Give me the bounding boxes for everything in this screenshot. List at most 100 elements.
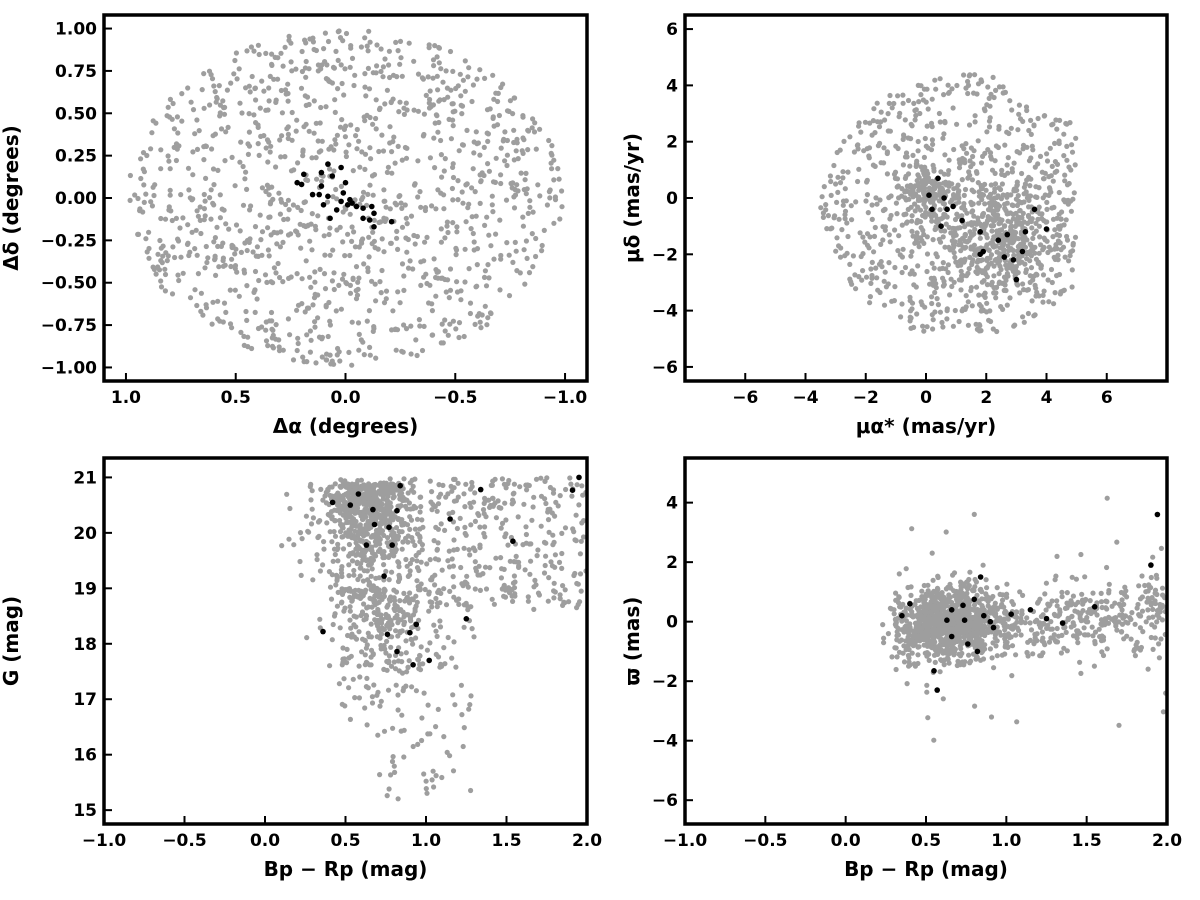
- field-star-point: [305, 528, 311, 534]
- field-star-point: [226, 226, 232, 232]
- field-star-point: [429, 507, 435, 513]
- field-star-point: [245, 151, 251, 157]
- field-star-point: [406, 658, 412, 664]
- field-star-point: [844, 220, 850, 226]
- field-star-point: [465, 74, 471, 80]
- field-star-point: [407, 526, 413, 533]
- field-star-point: [395, 48, 401, 54]
- field-star-point: [419, 715, 425, 721]
- y-tick-label: 19: [73, 579, 97, 599]
- field-star-point: [346, 349, 352, 355]
- field-star-point: [902, 195, 908, 201]
- field-star-point: [936, 181, 943, 187]
- field-star-point: [972, 226, 978, 232]
- field-star-point: [447, 588, 453, 595]
- field-star-point: [1050, 121, 1056, 127]
- field-star-point: [533, 235, 539, 242]
- field-star-point: [357, 523, 363, 529]
- field-star-point: [522, 177, 528, 183]
- field-star-point: [407, 590, 413, 596]
- field-star-point: [355, 279, 361, 285]
- field-star-point: [173, 157, 179, 164]
- field-star-point: [928, 275, 934, 281]
- member-star-point: [1001, 254, 1008, 260]
- field-star-point: [559, 188, 565, 194]
- field-star-point: [365, 65, 371, 71]
- field-star-point: [984, 129, 990, 135]
- field-star-point: [361, 352, 367, 358]
- field-star-point: [484, 322, 490, 328]
- field-star-point: [450, 318, 456, 324]
- field-star-point: [1132, 621, 1138, 627]
- field-star-point: [425, 74, 431, 80]
- field-star-point: [940, 260, 946, 266]
- field-star-point: [535, 182, 541, 188]
- field-star-point: [212, 131, 218, 137]
- member-star-point: [353, 203, 360, 210]
- field-star-point: [519, 148, 525, 154]
- field-star-point: [913, 112, 919, 119]
- field-star-point: [860, 234, 866, 240]
- field-star-point: [393, 347, 399, 353]
- field-star-point: [253, 97, 259, 103]
- x-tick-label: −4: [792, 388, 818, 408]
- field-star-point: [337, 124, 344, 130]
- field-star-point: [383, 288, 390, 294]
- field-star-point: [232, 183, 238, 189]
- field-star-point: [354, 503, 360, 509]
- field-star-point: [546, 529, 552, 535]
- field-star-point: [961, 146, 967, 152]
- field-star-point: [867, 294, 874, 300]
- field-star-point: [1026, 127, 1032, 134]
- field-star-point: [986, 200, 993, 206]
- field-star-point: [989, 167, 996, 173]
- field-star-point: [202, 198, 208, 204]
- field-star-point: [375, 490, 381, 496]
- field-star-point: [961, 201, 967, 207]
- field-star-point: [991, 94, 997, 101]
- field-star-point: [341, 676, 347, 682]
- field-star-point: [985, 84, 991, 90]
- field-star-point: [218, 126, 225, 132]
- field-star-point: [313, 360, 319, 366]
- field-star-point: [390, 725, 396, 731]
- field-star-point: [333, 186, 339, 193]
- field-star-point: [864, 242, 871, 248]
- field-star-point: [910, 152, 916, 158]
- field-star-point: [992, 257, 998, 263]
- field-star-point: [998, 632, 1004, 638]
- field-star-point: [1032, 194, 1039, 200]
- field-star-point: [1023, 269, 1029, 275]
- field-star-point: [326, 231, 332, 238]
- field-star-point: [438, 275, 444, 281]
- field-star-point: [501, 582, 507, 588]
- field-star-point: [1054, 126, 1060, 132]
- field-star-point: [868, 280, 874, 286]
- field-star-point: [384, 667, 390, 673]
- field-star-point: [968, 288, 974, 294]
- field-star-point: [201, 217, 207, 223]
- field-star-point: [923, 196, 929, 202]
- field-star-point: [399, 712, 405, 718]
- field-star-point: [1020, 592, 1026, 599]
- field-star-point: [932, 599, 939, 605]
- field-star-point: [845, 169, 851, 175]
- field-star-point: [1015, 236, 1022, 242]
- field-star-point: [881, 640, 887, 646]
- field-star-point: [418, 282, 424, 288]
- field-star-point: [346, 573, 352, 579]
- member-star-point: [926, 192, 932, 198]
- field-star-point: [366, 308, 372, 314]
- field-star-point: [951, 570, 958, 576]
- field-star-point: [905, 584, 911, 591]
- field-star-point: [924, 324, 930, 330]
- field-star-point: [241, 270, 248, 276]
- field-star-point: [217, 192, 223, 198]
- field-star-point: [360, 482, 366, 489]
- field-star-point: [1104, 564, 1110, 571]
- field-star-point: [333, 493, 339, 499]
- field-star-point: [279, 110, 285, 116]
- field-star-point: [524, 255, 530, 261]
- field-star-point: [268, 279, 274, 285]
- field-star-point: [980, 192, 987, 198]
